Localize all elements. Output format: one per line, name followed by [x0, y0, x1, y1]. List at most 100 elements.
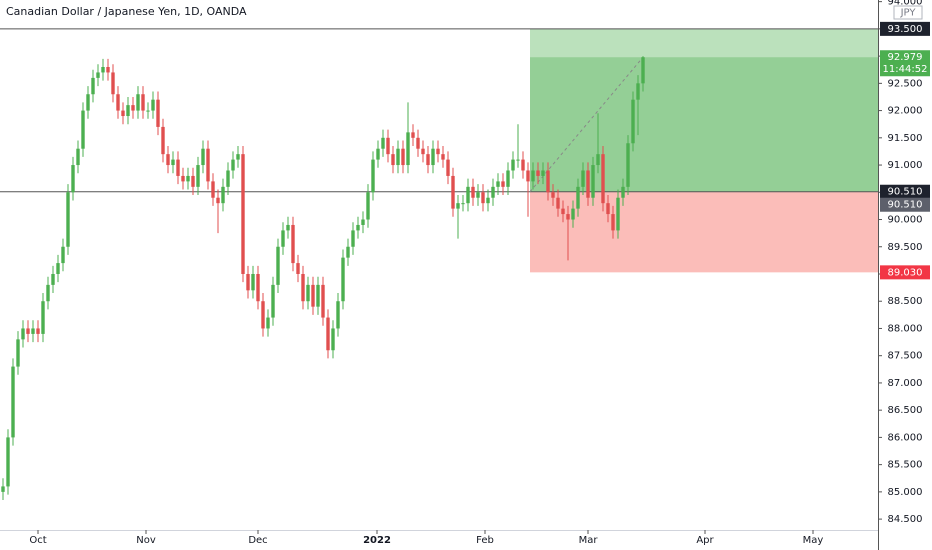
candle-body [641, 57, 645, 84]
candle-body [1, 486, 5, 492]
candle-body [506, 170, 510, 187]
x-tick-label: Mar [579, 535, 599, 546]
candle-body [171, 159, 175, 166]
candle-body [581, 170, 585, 187]
candle-body [51, 273, 55, 285]
target-label: 93.500 [888, 24, 923, 35]
candle-body [591, 165, 595, 198]
candle-body [516, 159, 520, 161]
candle-body [381, 137, 385, 149]
candle-body [566, 214, 570, 220]
candle-body [56, 263, 60, 274]
y-tick-label: 85.500 [888, 460, 923, 471]
candle-body [446, 159, 450, 176]
candle-body [536, 170, 540, 176]
candle-body [286, 224, 290, 231]
candle-body [256, 273, 260, 302]
candle-body [216, 197, 220, 204]
candle-body [396, 148, 400, 166]
y-tick-label: 94.000 [888, 0, 923, 8]
candle-body [596, 154, 600, 166]
candle-body [31, 328, 35, 334]
candle-body [576, 186, 580, 209]
candle-body [91, 77, 95, 95]
candle-body [136, 94, 140, 111]
close-label-bg [880, 197, 930, 212]
candle-body [66, 192, 70, 247]
candle-body [551, 192, 555, 198]
entry-label-bg [880, 184, 930, 199]
candle-body [121, 110, 125, 117]
y-tick-label: 86.500 [888, 405, 923, 416]
candle-body [191, 175, 195, 187]
candle-body [481, 192, 485, 204]
currency-label: JPY [900, 8, 917, 19]
candle-body [281, 230, 285, 247]
candle-body [96, 72, 100, 78]
candle-body [276, 246, 280, 285]
candle-body [501, 181, 505, 187]
candle-body [41, 301, 45, 334]
candle-body [336, 301, 340, 329]
candle-body [181, 175, 185, 182]
candle-body [226, 170, 230, 187]
candle-body [201, 148, 205, 166]
candle-body [46, 284, 50, 302]
candle-body [296, 263, 300, 274]
candle-body [631, 99, 635, 144]
candle-body [436, 148, 440, 155]
candle-body [406, 132, 410, 166]
candle-body [146, 110, 150, 112]
candle-body [211, 181, 215, 198]
candle-body [161, 126, 165, 155]
candle-body [496, 181, 500, 187]
candle-body [236, 154, 240, 160]
y-tick-label: 88.000 [888, 323, 923, 334]
candle-body [326, 317, 330, 351]
y-tick-label: 91.500 [888, 133, 923, 144]
stop-zone [530, 191, 878, 273]
x-tick-label: Oct [29, 535, 46, 546]
candle-body [366, 192, 370, 220]
candle-body [86, 94, 90, 111]
candle-body [636, 83, 640, 100]
candle-body [376, 148, 380, 160]
position-layer [0, 28, 878, 273]
candle-body [541, 170, 545, 176]
target-label-bg [880, 21, 930, 36]
candle-body [231, 159, 235, 171]
y-tick-label: 92.000 [888, 106, 923, 117]
candle-body [16, 339, 20, 367]
candle-body [351, 230, 355, 247]
candle-body [186, 175, 190, 182]
candle-body [246, 273, 250, 291]
candle-body [561, 208, 565, 215]
candle-body [431, 148, 435, 166]
candle-body [391, 154, 395, 166]
candle-body [26, 328, 30, 334]
candle-body [311, 284, 315, 307]
candle-body [521, 159, 525, 171]
candle-body [601, 154, 605, 204]
candle-body [371, 159, 375, 193]
candle-body [131, 105, 135, 111]
countdown-label: 11:44:52 [883, 64, 928, 75]
candle-body [626, 143, 630, 187]
candle-body [611, 214, 615, 231]
candle-body [111, 72, 115, 95]
candle-body [586, 170, 590, 198]
y-tick-label: 86.000 [888, 432, 923, 443]
candle-body [271, 284, 275, 318]
stop-label: 89.030 [888, 267, 923, 278]
candle-body [511, 159, 515, 171]
candle-body [21, 328, 25, 340]
candle-body [441, 154, 445, 160]
candle-body [106, 66, 110, 73]
x-tick-label: Feb [476, 535, 494, 546]
candle-body [451, 175, 455, 209]
last-price-bg [880, 50, 930, 77]
candle-body [401, 148, 405, 166]
